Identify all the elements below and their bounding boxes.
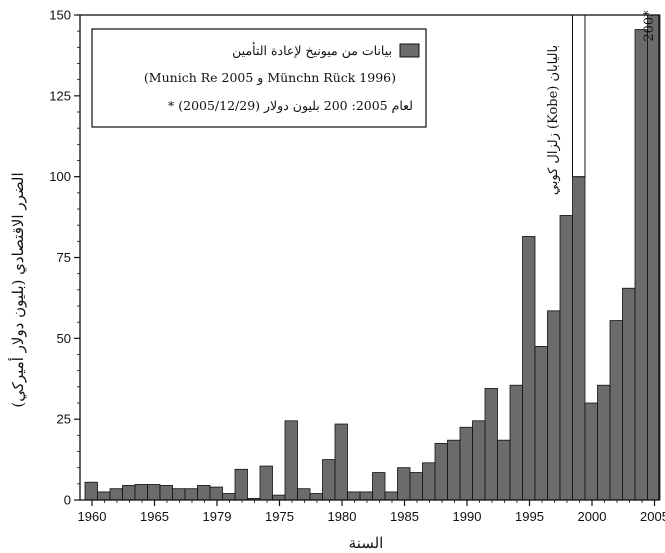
y-tick-label: 25 [57,412,71,427]
bar [497,439,511,501]
y-tick-label: 75 [57,250,71,265]
legend-swatch [399,43,420,58]
bars-layer [84,14,661,501]
x-tick-label: 2005 [640,509,665,524]
bar [222,493,236,501]
bar [609,320,623,501]
y-tick-label: 50 [57,331,71,346]
y-tick-label: 150 [49,8,71,23]
bar [334,423,348,501]
x-tick-label: 1985 [390,509,419,524]
bar [447,439,461,501]
bar [97,491,111,501]
clipped-bar-label: 200* [642,10,657,42]
bar [347,491,361,501]
x-axis-title: السنة [349,534,384,552]
bar [572,176,586,501]
kobe-annotation: زلزال كوبي (Kobe) باليابان [546,45,561,195]
bar [134,484,148,501]
x-tick-label: 1979 [203,509,232,524]
bar [597,384,611,501]
bar [384,491,398,501]
y-tick-label: 100 [49,169,71,184]
axes-layer [74,14,660,506]
bar [522,236,536,501]
bar [622,287,636,501]
bar [397,467,411,501]
legend-note-line: * لعام 2005: 200 بليون دولار (2005/12/29… [168,98,413,114]
bar [584,402,598,501]
bar [647,14,661,501]
bar [322,459,336,501]
x-tick-label: 1975 [265,509,294,524]
bar [122,485,136,501]
bar [422,462,436,501]
legend: بيانات من ميونيخ لإعادة التأمين (Munich … [91,28,427,128]
bar [434,443,448,501]
x-tick-label: 2000 [578,509,607,524]
bar [372,472,386,501]
labels-layer: 0 25 50 75 100 125 150 1960 1965 1979 1975 1980 1985… [49,8,665,525]
bar [559,215,573,501]
bar [472,420,486,501]
legend-box [91,28,427,128]
legend-source-line: (Munich Re 2005 و Münchn Rück 1996) [144,70,396,86]
bar [84,481,98,501]
bar [634,29,648,501]
bar [409,472,423,501]
bar [272,494,286,501]
bar [547,310,561,501]
x-tick-label: 1990 [453,509,482,524]
y-tick-label: 0 [64,493,71,508]
x-tick-label: 1960 [78,509,107,524]
bar [284,420,298,501]
bar [459,426,473,501]
bar [534,346,548,501]
bar [184,488,198,501]
bar [197,485,211,501]
legend-series-label: بيانات من ميونيخ لإعادة التأمين [232,41,392,59]
bar [359,491,373,501]
bar [109,488,123,501]
bar [484,388,498,501]
bar [259,465,273,501]
bar [209,486,223,501]
x-tick-label: 1995 [515,509,544,524]
bar [509,384,523,501]
y-axis-title: الضرر الاقتصادي (بليون دولار أميركي) [8,172,27,407]
y-tick-label: 125 [49,88,71,103]
x-tick-label: 1965 [140,509,169,524]
bar [309,493,323,501]
bar [297,488,311,501]
bar [147,484,161,501]
bar [172,488,186,501]
x-tick-label: 1980 [328,509,357,524]
kobe-highlight-bar [572,14,586,178]
bar [159,485,173,501]
bar [234,468,248,501]
